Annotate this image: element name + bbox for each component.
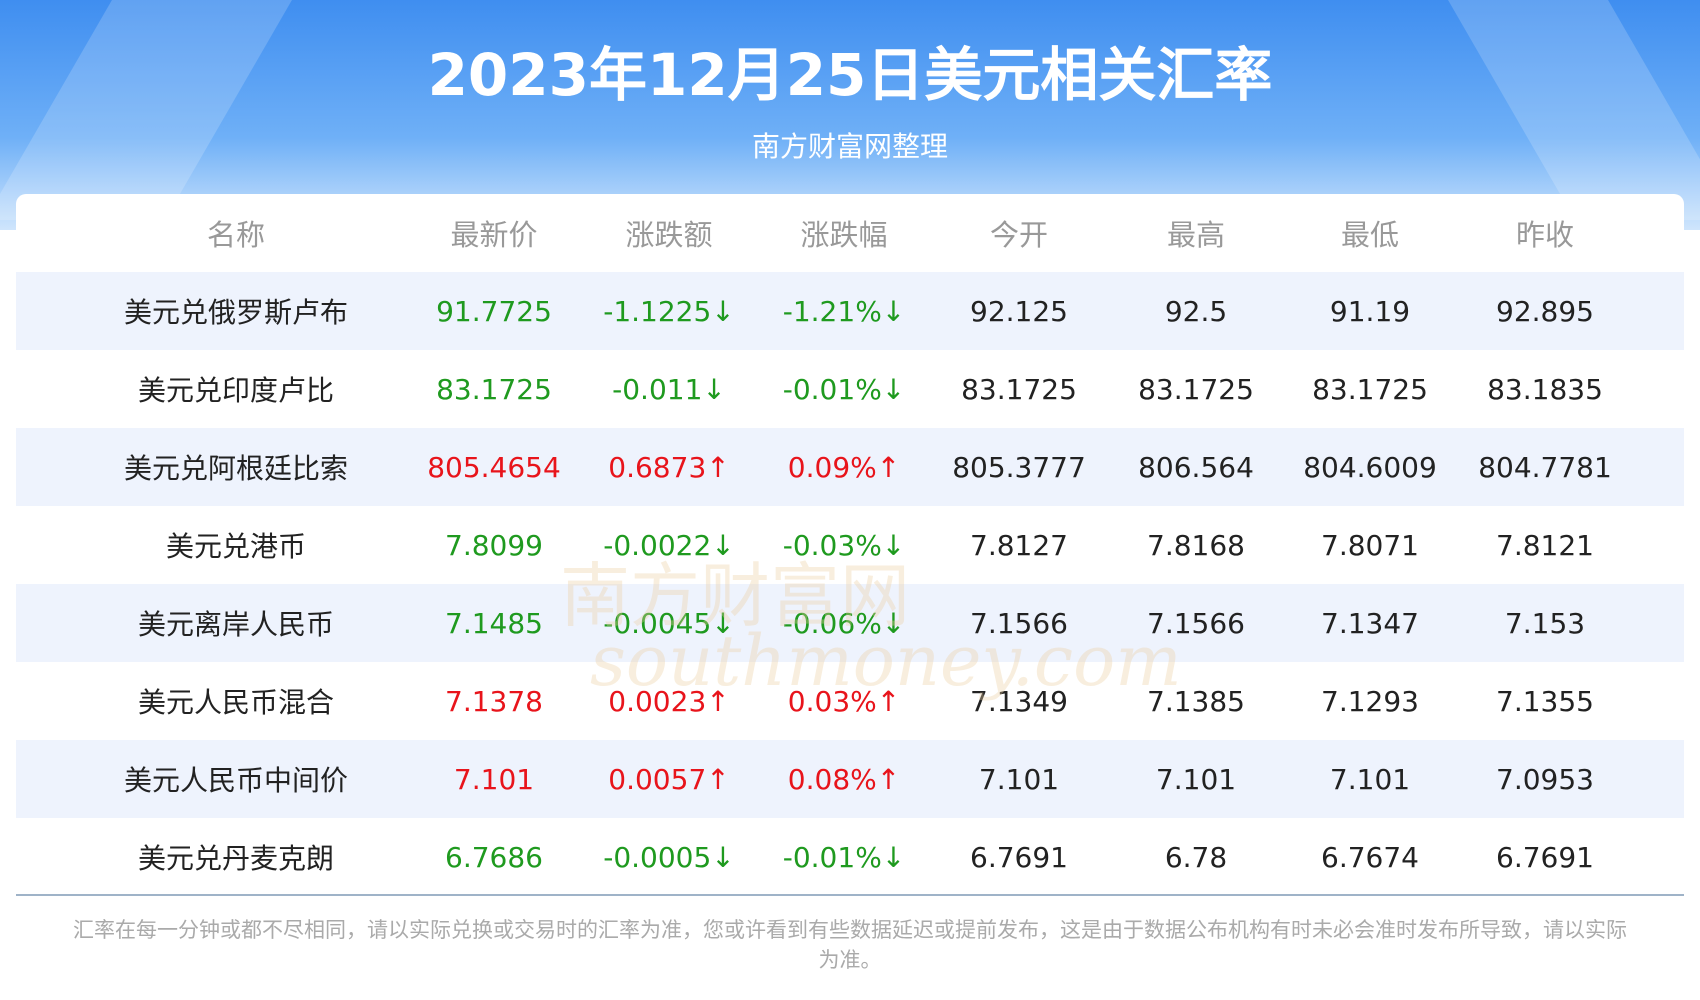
- table-cell: 7.8168: [1147, 528, 1245, 562]
- table-cell: 7.101: [978, 762, 1060, 796]
- table-cell: 92.895: [1496, 294, 1594, 328]
- table-cell: 7.0953: [1496, 762, 1594, 796]
- table-cell: 83.1725: [436, 372, 552, 406]
- table-cell: 91.19: [1329, 294, 1411, 328]
- column-header: 最新价: [450, 218, 538, 252]
- table: 名称 最新价 涨跌额 涨跌幅 今开 最高 最低 昨收美元兑俄罗斯卢布 91.7725 -1.122…: [16, 194, 1684, 896]
- table-cell: 7.1485: [445, 606, 543, 640]
- table-cell: 0.03%↑: [787, 684, 901, 718]
- column-header: 最低: [1340, 218, 1400, 252]
- title: 2023年12月25日美元相关汇率: [427, 41, 1273, 109]
- header: 2023年12月25日美元相关汇率 南方财富网整理: [0, 0, 1700, 230]
- table-cell: 92.5: [1164, 294, 1228, 328]
- table-cell: -0.011↓: [612, 372, 726, 406]
- table-cell: 7.1566: [970, 606, 1068, 640]
- table-row: 美元离岸人民币 7.1485 -0.0045↓ -0.06%↓ 7.1566 7.1566…: [16, 584, 1684, 662]
- table-cell: 83.1725: [1312, 372, 1428, 406]
- table-cell: 6.7691: [970, 840, 1068, 874]
- table-cell: 美元兑港币: [165, 530, 307, 563]
- table-cell: 6.7691: [1496, 840, 1594, 874]
- table-cell: -0.06%↓: [782, 606, 906, 640]
- table-cell: 7.101: [1155, 762, 1237, 796]
- table-row: 美元兑丹麦克朗 6.7686 -0.0005↓ -0.01%↓ 6.7691 6.78 6.…: [16, 818, 1684, 896]
- column-header: 昨收: [1515, 218, 1575, 252]
- table-row: 美元兑印度卢比 83.1725 -0.011↓ -0.01%↓ 83.1725 83.17…: [16, 350, 1684, 428]
- column-header: 最高: [1166, 218, 1226, 252]
- table-row: 美元兑港币 7.8099 -0.0022↓ -0.03%↓ 7.8127 7.8168 7.…: [16, 506, 1684, 584]
- column-header: 涨跌额: [625, 218, 713, 252]
- table-row: 美元人民币混合 7.1378 0.0023↑ 0.03%↑ 7.1349 7.1385 7.…: [16, 662, 1684, 740]
- table-cell: 美元兑印度卢比: [137, 374, 335, 407]
- column-header: 名称: [206, 218, 266, 252]
- table-row: 美元兑阿根廷比索 805.4654 0.6873↑ 0.09%↑ 805.3777 806…: [16, 428, 1684, 506]
- table-cell: 83.1835: [1487, 372, 1603, 406]
- table-row: 美元兑俄罗斯卢布 91.7725 -1.1225↓ -1.21%↓ 92.125 92.5…: [16, 272, 1684, 350]
- table-cell: 0.0057↑: [608, 762, 730, 796]
- table-cell: -1.1225↓: [603, 294, 735, 328]
- table-cell: 804.6009: [1303, 450, 1437, 484]
- table-cell: -0.03%↓: [782, 528, 906, 562]
- header-row: 名称 最新价 涨跌额 涨跌幅 今开 最高 最低 昨收: [16, 194, 1684, 272]
- table-cell: 804.7781: [1478, 450, 1612, 484]
- table-cell: 7.1293: [1321, 684, 1419, 718]
- table-cell: -0.01%↓: [782, 840, 906, 874]
- table-cell: 美元兑丹麦克朗: [137, 842, 335, 875]
- column-header: 今开: [989, 218, 1049, 252]
- table-cell: 7.8127: [970, 528, 1068, 562]
- table-cell: 美元兑俄罗斯卢布: [123, 296, 349, 329]
- table-cell: 美元离岸人民币: [137, 608, 335, 641]
- table-cell: 0.08%↑: [787, 762, 901, 796]
- table-cell: 7.8071: [1321, 528, 1419, 562]
- table-cell: 0.0023↑: [608, 684, 730, 718]
- table-cell: 92.125: [970, 294, 1068, 328]
- column-header: 涨跌幅: [800, 218, 888, 252]
- table-cell: 美元人民币中间价: [123, 764, 349, 797]
- table-cell: 806.564: [1138, 450, 1254, 484]
- table-cell: -0.0045↓: [603, 606, 735, 640]
- table-cell: 7.1347: [1321, 606, 1419, 640]
- subtitle: 南方财富网整理: [751, 130, 948, 163]
- table-cell: -0.01%↓: [782, 372, 906, 406]
- table-cell: -1.21%↓: [782, 294, 906, 328]
- table-cell: 805.4654: [427, 450, 561, 484]
- table-cell: 0.6873↑: [608, 450, 730, 484]
- table-cell: 7.1566: [1147, 606, 1245, 640]
- table-cell: 7.8099: [445, 528, 543, 562]
- table-cell: 6.78: [1164, 840, 1228, 874]
- table-cell: 7.1385: [1147, 684, 1245, 718]
- table-row: 美元人民币中间价 7.101 0.0057↑ 0.08%↑ 7.101 7.101 7.10…: [16, 740, 1684, 818]
- table-cell: 7.153: [1504, 606, 1586, 640]
- table-cell: 美元兑阿根廷比索: [123, 452, 349, 485]
- table-cell: 83.1725: [961, 372, 1077, 406]
- table-cell: 0.09%↑: [787, 450, 901, 484]
- table-cell: 7.1349: [970, 684, 1068, 718]
- table-cell: 91.7725: [436, 294, 552, 328]
- footnote: 汇率在每一分钟或都不尽相同，请以实际兑换或交易时的汇率为准，您或许看到有些数据延…: [73, 918, 1627, 972]
- table-cell: 7.1355: [1496, 684, 1594, 718]
- table-cell: 7.101: [453, 762, 535, 796]
- table-cell: 805.3777: [952, 450, 1086, 484]
- table-cell: 美元人民币混合: [137, 686, 335, 719]
- table-cell: 7.101: [1329, 762, 1411, 796]
- table-cell: 83.1725: [1138, 372, 1254, 406]
- table-cell: -0.0005↓: [603, 840, 735, 874]
- table-cell: 7.1378: [445, 684, 543, 718]
- table-cell: -0.0022↓: [603, 528, 735, 562]
- table-cell: 6.7674: [1321, 840, 1419, 874]
- table-cell: 6.7686: [445, 840, 543, 874]
- table-cell: 7.8121: [1496, 528, 1594, 562]
